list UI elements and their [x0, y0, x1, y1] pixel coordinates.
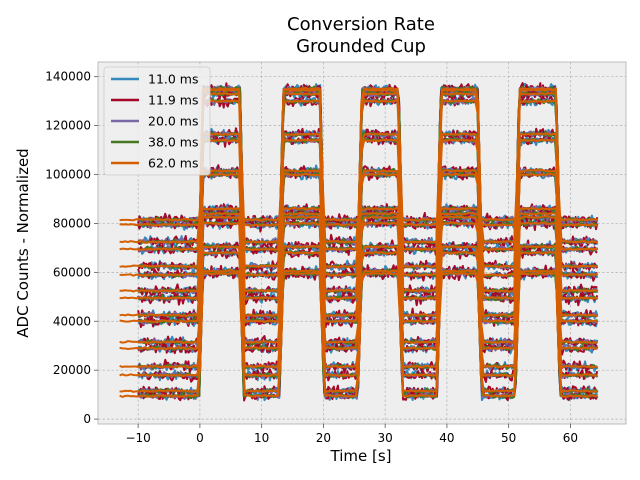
legend: 11.0 ms 11.9 ms 20.0 ms 38.0 ms 62.0 ms: [103, 66, 211, 176]
series-62-0-ms: [119, 86, 598, 398]
legend-box: [103, 66, 211, 176]
legend-label: 20.0 ms: [148, 114, 199, 129]
y-tick-label: 40000: [53, 314, 91, 328]
legend-label: 11.9 ms: [148, 93, 199, 108]
legend-label: 11.0 ms: [148, 72, 199, 87]
y-tick-label: 60000: [53, 265, 91, 279]
chart-title-line-2: Grounded Cup: [296, 36, 426, 57]
y-tick-label: 100000: [45, 168, 91, 182]
x-tick-label: 20: [316, 431, 331, 445]
legend-label: 62.0 ms: [148, 156, 199, 171]
x-tick-label: −10: [125, 431, 150, 445]
x-tick-label: 50: [501, 431, 516, 445]
series-line: [119, 206, 598, 222]
x-tick-label: 0: [196, 431, 204, 445]
x-axis-label: Time [s]: [330, 447, 392, 465]
legend-label: 38.0 ms: [148, 135, 199, 150]
y-tick-label: 20000: [53, 363, 91, 377]
x-tick-label: 10: [254, 431, 269, 445]
chart-title-line-1: Conversion Rate: [287, 14, 435, 35]
tick-labels: −10 0 10 20 30 40 50 60 0 20000 40000 60000 80000 100…: [45, 70, 578, 445]
y-tick-label: 120000: [45, 119, 91, 133]
y-tick-label: 80000: [53, 216, 91, 230]
series-line: [119, 215, 598, 345]
x-tick-label: 30: [378, 431, 393, 445]
y-tick-label: 140000: [45, 70, 91, 84]
series-line: [119, 211, 598, 227]
x-tick-label: 60: [563, 431, 578, 445]
series-lines: [119, 82, 599, 402]
y-tick-label: 0: [83, 412, 91, 426]
y-axis-label: ADC Counts - Normalized: [14, 148, 32, 337]
x-tick-label: 40: [439, 431, 454, 445]
